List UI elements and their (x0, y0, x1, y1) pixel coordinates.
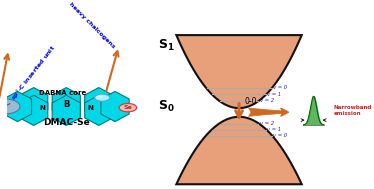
Polygon shape (85, 95, 113, 125)
Polygon shape (52, 88, 80, 118)
Text: sp$^2$-C inserted unit: sp$^2$-C inserted unit (9, 43, 59, 103)
Text: B: B (63, 100, 70, 109)
Ellipse shape (97, 96, 102, 97)
Polygon shape (20, 88, 48, 118)
Polygon shape (177, 117, 302, 184)
Ellipse shape (119, 104, 137, 112)
Text: DABNA core: DABNA core (39, 91, 86, 96)
Text: N: N (88, 105, 94, 112)
Text: v = 0: v = 0 (273, 85, 287, 90)
Polygon shape (52, 95, 80, 125)
Polygon shape (101, 91, 129, 122)
Text: v = 2: v = 2 (260, 121, 274, 126)
Text: v = 1: v = 1 (267, 92, 282, 97)
Ellipse shape (95, 94, 110, 101)
Text: $\mathbf{S_0}$: $\mathbf{S_0}$ (158, 98, 175, 114)
Ellipse shape (0, 99, 20, 114)
Text: v = 1: v = 1 (267, 127, 282, 132)
Text: DMAC-Se: DMAC-Se (43, 118, 90, 127)
Text: 0-0: 0-0 (245, 97, 257, 106)
Text: Se: Se (123, 105, 132, 110)
Text: v = 0: v = 0 (273, 133, 287, 138)
Text: $\mathbf{S_1}$: $\mathbf{S_1}$ (158, 38, 175, 53)
Polygon shape (177, 35, 302, 108)
Text: N: N (39, 105, 45, 112)
Polygon shape (20, 95, 48, 125)
Text: v = 2: v = 2 (260, 98, 274, 103)
Text: Narrowband
emission: Narrowband emission (334, 105, 372, 116)
Text: heavy chalcogens: heavy chalcogens (68, 2, 116, 49)
Polygon shape (85, 88, 113, 118)
Polygon shape (3, 91, 31, 122)
